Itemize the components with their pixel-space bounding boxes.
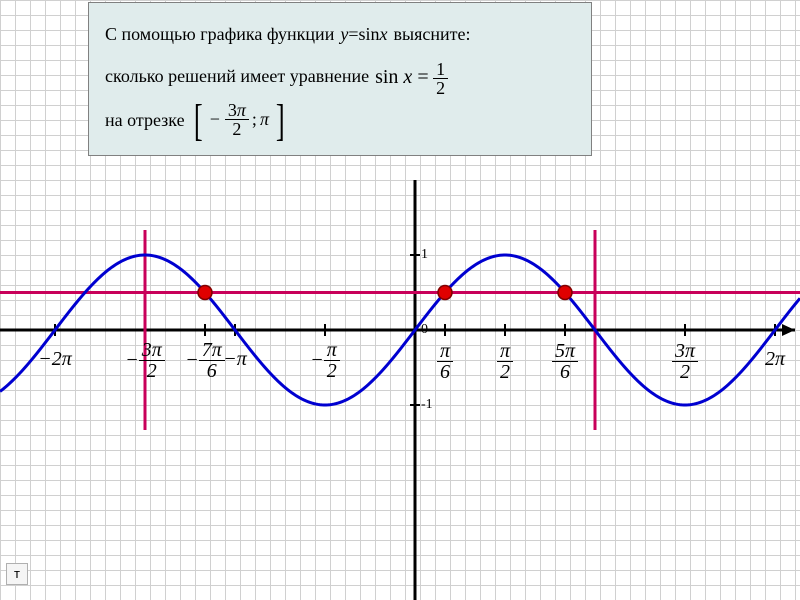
x-tick-label: 3π2	[660, 340, 710, 382]
x-tick-label: −2π	[30, 348, 80, 371]
text-line-1: С помощью графика функции y=sinx выяснит…	[105, 15, 575, 55]
y-tick-label: 1	[421, 247, 428, 263]
problem-text-box: С помощью графика функции y=sinx выяснит…	[88, 2, 592, 156]
y-tick-label: 0	[421, 322, 428, 338]
y-tick-label: -1	[421, 397, 433, 413]
x-tick-label: −3π2	[120, 340, 170, 381]
x-tick-label: π6	[420, 340, 470, 382]
x-tick-label: π2	[480, 340, 530, 382]
x-tick-label: −π	[210, 348, 260, 371]
x-tick-label: 2π	[750, 348, 800, 371]
text-line-3: на отрезке [ − 3π2 ; π ]	[105, 99, 575, 143]
x-tick-label: −π2	[300, 340, 350, 381]
x-tick-label: 5π6	[540, 340, 590, 382]
t-button[interactable]: т	[6, 563, 28, 585]
text-line-2: сколько решений имеет уравнение sin x = …	[105, 55, 575, 99]
